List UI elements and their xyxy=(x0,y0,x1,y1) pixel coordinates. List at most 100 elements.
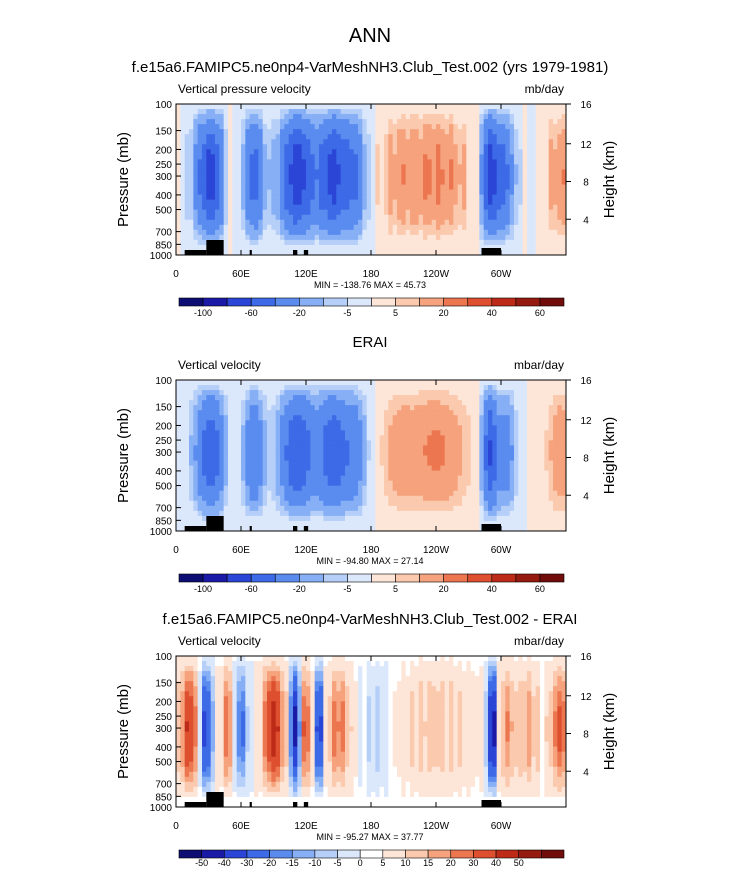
pressure-tick-label: 100 xyxy=(155,100,172,111)
field-cell xyxy=(457,109,463,115)
field-cell xyxy=(336,465,342,472)
field-cell xyxy=(206,455,212,462)
field-cell xyxy=(548,485,554,492)
field-cell xyxy=(245,480,251,487)
field-cell xyxy=(258,455,264,462)
field-cell xyxy=(254,435,259,441)
field-cell xyxy=(466,239,472,246)
field-cell xyxy=(223,485,229,492)
colorbar-swatch xyxy=(395,297,420,307)
field-cell xyxy=(297,224,303,231)
field-cell xyxy=(358,400,363,406)
field-cell xyxy=(215,109,220,115)
field-cell xyxy=(310,209,316,216)
field-cell xyxy=(297,184,303,191)
field-cell xyxy=(405,124,411,130)
field-cell xyxy=(366,214,372,221)
field-cell xyxy=(349,159,355,165)
field-cell xyxy=(462,455,467,462)
field-cell xyxy=(202,239,207,246)
field-cell xyxy=(327,244,333,251)
field-cell xyxy=(288,249,294,255)
field-cell xyxy=(236,184,242,191)
field-cell xyxy=(440,119,446,125)
field-cell xyxy=(254,219,259,226)
field-cell xyxy=(228,420,233,426)
field-cell xyxy=(319,490,324,497)
field-cell xyxy=(228,214,233,221)
field-cell xyxy=(245,435,251,441)
field-cell xyxy=(501,194,506,201)
field-cell xyxy=(310,410,316,416)
field-cell xyxy=(423,475,428,482)
field-cell xyxy=(418,209,424,216)
field-cell xyxy=(544,219,550,226)
field-cell xyxy=(388,249,394,255)
field-cell xyxy=(522,104,528,110)
field-cell xyxy=(470,380,476,386)
field-cell xyxy=(293,169,298,176)
field-cell xyxy=(522,380,528,386)
field-cell xyxy=(371,455,376,462)
field-cell xyxy=(284,199,290,206)
field-cell xyxy=(492,410,498,416)
field-cell xyxy=(362,435,368,441)
field-cell xyxy=(449,480,454,487)
field-cell xyxy=(267,249,272,255)
field-cell xyxy=(288,415,294,421)
field-cell xyxy=(362,209,368,216)
field-cell xyxy=(249,214,255,221)
field-cell xyxy=(349,405,355,411)
field-cell xyxy=(505,219,511,226)
colorbar-swatch xyxy=(274,297,300,307)
field-cell xyxy=(219,425,225,431)
field-cell xyxy=(418,425,424,431)
field-cell xyxy=(405,480,411,487)
field-cell xyxy=(470,490,476,497)
field-cell xyxy=(336,139,342,145)
field-cell xyxy=(358,159,363,165)
field-cell xyxy=(267,490,272,497)
field-cell xyxy=(531,435,537,441)
field-cell xyxy=(176,475,181,482)
field-cell xyxy=(553,485,558,492)
field-cell xyxy=(215,390,220,396)
field-cell xyxy=(557,204,563,211)
field-cell xyxy=(397,229,402,236)
field-cell xyxy=(514,425,519,431)
field-cell xyxy=(310,500,316,507)
field-cell xyxy=(423,490,428,497)
field-cell xyxy=(479,219,485,226)
field-cell xyxy=(232,400,238,406)
field-cell xyxy=(453,450,459,457)
field-cell xyxy=(219,124,225,130)
field-cell xyxy=(518,124,524,130)
field-cell xyxy=(345,405,350,411)
field-cell xyxy=(414,405,420,411)
field-cell xyxy=(397,194,402,201)
field-cell xyxy=(392,149,398,155)
field-cell xyxy=(219,435,225,441)
field-cell xyxy=(267,430,272,436)
field-cell xyxy=(206,134,212,140)
field-cell xyxy=(492,204,498,211)
field-cell xyxy=(345,385,350,391)
field-cell xyxy=(249,495,255,502)
field-cell xyxy=(371,139,376,145)
field-cell xyxy=(249,179,255,186)
field-cell xyxy=(436,234,441,241)
field-cell xyxy=(449,144,454,150)
field-cell xyxy=(323,405,329,411)
field-cell xyxy=(457,234,463,241)
field-cell xyxy=(379,485,385,492)
field-cell xyxy=(219,480,225,487)
field-cell xyxy=(362,405,368,411)
field-cell xyxy=(527,184,532,191)
field-cell xyxy=(544,475,550,482)
field-cell xyxy=(314,420,320,426)
field-cell xyxy=(349,104,355,110)
field-cell xyxy=(319,440,324,447)
field-cell xyxy=(518,435,524,441)
field-cell xyxy=(353,430,359,436)
field-cell xyxy=(561,189,566,196)
